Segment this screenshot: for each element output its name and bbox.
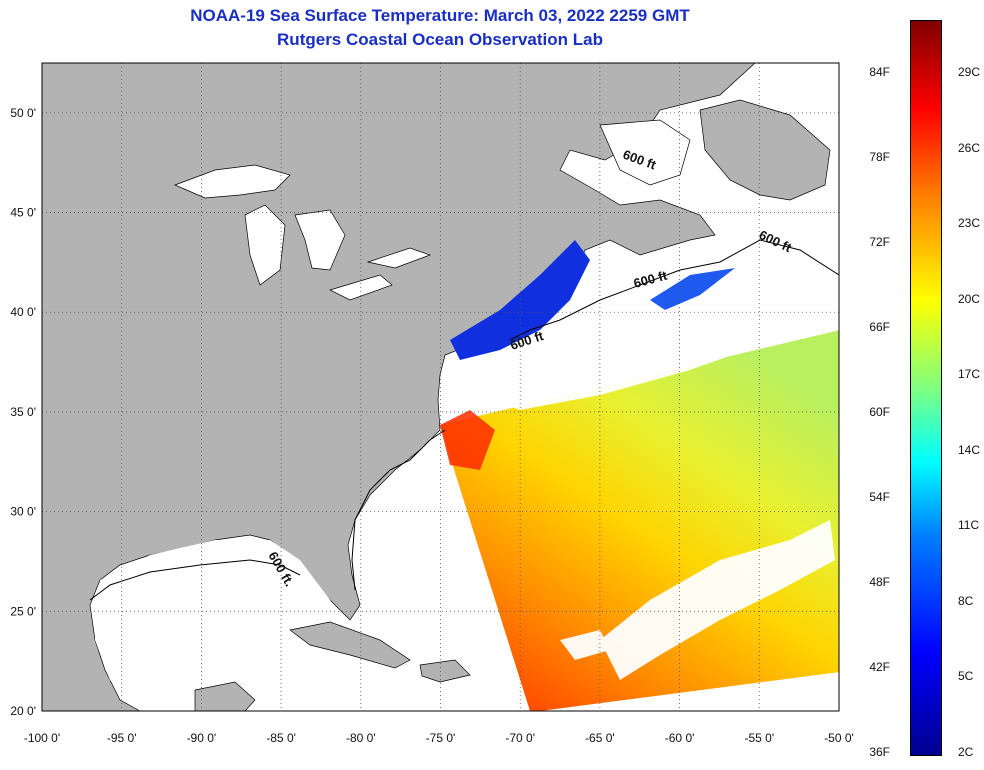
fahrenheit-label: 42F [869,660,890,674]
fahrenheit-label: 36F [869,745,890,759]
map-title: NOAA-19 Sea Surface Temperature: March 0… [190,6,690,25]
great-lakes [174,164,432,301]
longitude-label: -60 0' [665,731,695,745]
longitude-label: -50 0' [824,731,854,745]
celsius-label: 11C [958,518,980,533]
plot-frame [41,62,840,712]
longitude-label: -95 0' [107,731,137,745]
sst-warm-patch [440,410,495,470]
cloud-mask [470,300,835,680]
latitude-labels: 50 0' 45 0' 40 0' 35 0' 30 0' 25 0' 20 0' [10,106,36,718]
celsius-label: 26C [958,140,981,155]
fahrenheit-label: 48F [869,575,890,589]
latitude-label: 30 0' [10,505,36,519]
fahrenheit-label: 78F [869,150,890,164]
latitude-label: 45 0' [10,206,36,220]
longitude-label: -100 0' [24,731,60,745]
celsius-label: 17C [958,367,981,382]
fahrenheit-label: 72F [869,235,890,249]
fahrenheit-label: 84F [869,65,890,79]
fahrenheit-label: 60F [869,405,890,419]
cuba [289,621,411,669]
north-america-land [42,63,756,711]
latitude-label: 35 0' [10,405,36,419]
gulf-st-lawrence [599,119,691,186]
newfoundland [699,99,831,201]
latitude-label: 20 0' [10,704,36,718]
fahrenheit-label: 66F [869,320,890,334]
celsius-label: 2C [958,745,974,759]
latitude-label: 50 0' [10,106,36,120]
longitude-label: -70 0' [505,731,535,745]
sst-cold-band-east [650,268,735,310]
sst-swath [440,330,839,711]
gulf-of-mexico [95,540,345,711]
map-subtitle: Rutgers Coastal Ocean Observation Lab [277,30,603,49]
longitude-label: -65 0' [585,731,615,745]
hispaniola [419,659,471,683]
celsius-label: 5C [958,669,974,684]
celsius-label: 20C [958,291,981,306]
temperature-colorbar [910,20,942,756]
yucatan [194,681,256,711]
celsius-label: 23C [958,216,981,231]
latitude-label: 25 0' [10,604,36,618]
longitude-label: -75 0' [426,731,456,745]
celsius-label: 8C [958,593,974,608]
longitude-label: -90 0' [187,731,217,745]
latitude-label: 40 0' [10,305,36,319]
longitude-label: -55 0' [744,731,774,745]
celsius-label: 29C [958,65,981,79]
longitude-label: -85 0' [266,731,296,745]
fahrenheit-label: 54F [869,490,890,504]
celsius-label: 14C [958,442,981,457]
longitude-labels: -100 0' -95 0' -90 0' -85 0' -80 0' -75 0' -70… [24,731,854,745]
longitude-label: -80 0' [346,731,376,745]
shelf-contour [89,239,839,601]
